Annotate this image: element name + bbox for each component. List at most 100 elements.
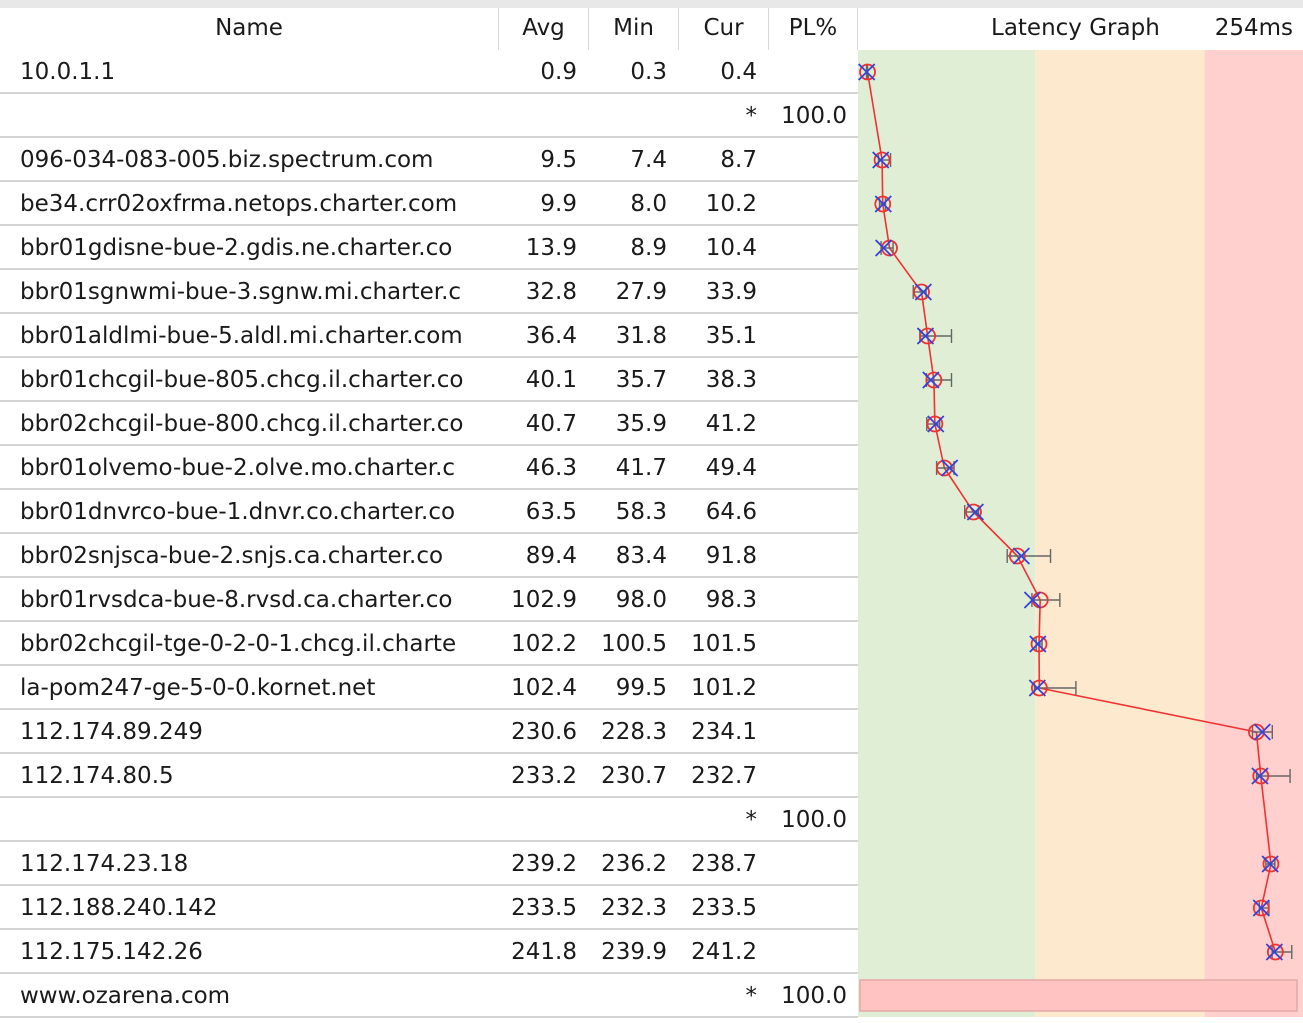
pl-column-header[interactable]: PL% [769, 8, 858, 50]
hop-packet-loss [769, 886, 847, 928]
hop-name: bbr02snjsca-bue-2.snjs.ca.charter.co [20, 534, 486, 576]
hop-cur: * [679, 94, 757, 136]
hop-min: 27.9 [589, 270, 667, 312]
hop-min: 83.4 [589, 534, 667, 576]
hop-name: bbr01rvsdca-bue-8.rvsd.ca.charter.co [20, 578, 486, 620]
hop-row[interactable]: * 100.0 [0, 798, 858, 842]
hop-row[interactable]: bbr01gdisne-bue-2.gdis.ne.charter.co 13.9… [0, 226, 858, 270]
hop-avg: 239.2 [499, 842, 577, 884]
hop-cur: 33.9 [679, 270, 757, 312]
hop-min: 239.9 [589, 930, 667, 972]
latency-graph-header[interactable]: Latency Graph 254ms [858, 8, 1303, 50]
hop-name: bbr01sgnwmi-bue-3.sgnw.mi.charter.c [20, 270, 486, 312]
hop-avg: 241.8 [499, 930, 577, 972]
hop-packet-loss [769, 314, 847, 356]
hop-cur: * [679, 798, 757, 840]
hop-cur: 101.5 [679, 622, 757, 664]
hop-min [589, 974, 667, 1016]
hop-avg: 233.2 [499, 754, 577, 796]
hop-packet-loss [769, 842, 847, 884]
hop-cur: 232.7 [679, 754, 757, 796]
hop-packet-loss [769, 578, 847, 620]
hop-name [20, 94, 486, 136]
hop-packet-loss [769, 930, 847, 972]
hop-name: bbr01gdisne-bue-2.gdis.ne.charter.co [20, 226, 486, 268]
packet-loss-bar [860, 980, 1297, 1011]
hop-row[interactable]: bbr01chcgil-bue-805.chcg.il.charter.co 40… [0, 358, 858, 402]
latency-graph-canvas [858, 50, 1303, 1017]
hop-min: 236.2 [589, 842, 667, 884]
hop-cur: 91.8 [679, 534, 757, 576]
hop-cur: 41.2 [679, 402, 757, 444]
hop-name: 112.175.142.26 [20, 930, 486, 972]
hop-cur: 241.2 [679, 930, 757, 972]
hop-min: 58.3 [589, 490, 667, 532]
hop-cur: * [679, 974, 757, 1016]
avg-column-header[interactable]: Avg [499, 8, 589, 50]
hop-packet-loss [769, 226, 847, 268]
hop-packet-loss [769, 446, 847, 488]
hop-min: 35.9 [589, 402, 667, 444]
hop-min: 99.5 [589, 666, 667, 708]
hop-avg: 63.5 [499, 490, 577, 532]
hop-avg: 102.2 [499, 622, 577, 664]
hop-avg: 36.4 [499, 314, 577, 356]
graph-scale-max: 254ms [1215, 8, 1293, 48]
hop-packet-loss: 100.0 [769, 798, 847, 840]
name-column-header[interactable]: Name [0, 8, 499, 50]
hop-min: 100.5 [589, 622, 667, 664]
hop-name: bbr01chcgil-bue-805.chcg.il.charter.co [20, 358, 486, 400]
hop-packet-loss [769, 402, 847, 444]
hop-cur: 38.3 [679, 358, 757, 400]
hop-name: 112.174.23.18 [20, 842, 486, 884]
hop-cur: 10.2 [679, 182, 757, 224]
hop-min: 41.7 [589, 446, 667, 488]
column-header: Name Avg Min Cur PL% Latency Graph 254ms [0, 8, 1303, 52]
hop-cur: 0.4 [679, 50, 757, 92]
hop-packet-loss: 100.0 [769, 94, 847, 136]
latency-graph [858, 50, 1303, 1017]
hop-name: bbr02chcgil-bue-800.chcg.il.charter.co [20, 402, 486, 444]
hop-row[interactable]: * 100.0 [0, 94, 858, 138]
latency-graph-title: Latency Graph [991, 8, 1160, 48]
hop-avg: 32.8 [499, 270, 577, 312]
hop-packet-loss [769, 138, 847, 180]
min-column-header[interactable]: Min [589, 8, 679, 50]
hop-name: bbr01aldlmi-bue-5.aldl.mi.charter.com [20, 314, 486, 356]
hop-name: bbr01olvemo-bue-2.olve.mo.charter.c [20, 446, 486, 488]
hop-cur: 101.2 [679, 666, 757, 708]
hop-avg: 13.9 [499, 226, 577, 268]
hop-avg: 102.4 [499, 666, 577, 708]
hop-name: 112.174.89.249 [20, 710, 486, 752]
hop-min: 7.4 [589, 138, 667, 180]
hop-name: 10.0.1.1 [20, 50, 486, 92]
hop-avg: 9.9 [499, 182, 577, 224]
hop-row[interactable]: www.ozarena.com*100.0 [0, 974, 858, 1018]
hop-min: 0.3 [589, 50, 667, 92]
hop-name: 112.174.80.5 [20, 754, 486, 796]
hop-row[interactable]: bbr01aldlmi-bue-5.aldl.mi.charter.com 36.… [0, 314, 858, 358]
hop-packet-loss [769, 622, 847, 664]
hop-row[interactable]: bbr01sgnwmi-bue-3.sgnw.mi.charter.c 32.8 2… [0, 270, 858, 314]
hop-min: 31.8 [589, 314, 667, 356]
hop-packet-loss [769, 754, 847, 796]
hop-packet-loss [769, 490, 847, 532]
hop-row[interactable]: 112.175.142.26 241.8 239.9 241.2 [0, 930, 858, 974]
hop-packet-loss: 100.0 [769, 974, 847, 1016]
cur-column-header[interactable]: Cur [679, 8, 769, 50]
hop-avg: 40.1 [499, 358, 577, 400]
